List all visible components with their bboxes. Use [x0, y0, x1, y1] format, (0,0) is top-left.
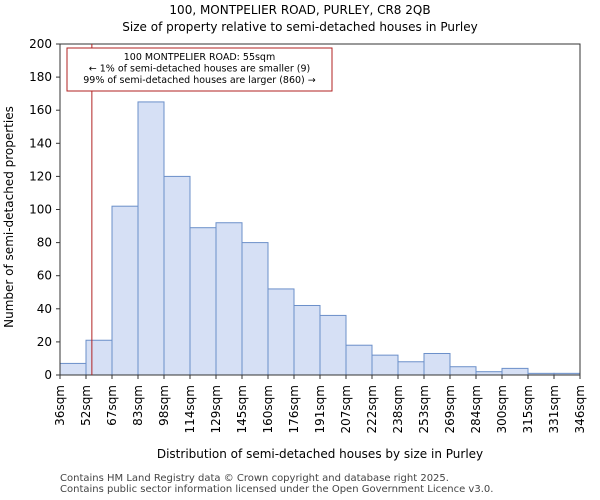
chart: 100, MONTPELIER ROAD, PURLEY, CR8 2QB Si… — [2, 3, 587, 461]
footer-licence: Contains public sector information licen… — [60, 484, 494, 495]
x-tick-label: 36sqm — [53, 385, 67, 426]
x-tick-label: 284sqm — [469, 385, 483, 433]
x-tick-label: 145sqm — [235, 385, 249, 433]
bar — [85, 339, 113, 376]
bar — [189, 227, 217, 376]
x-tick-label: 160sqm — [261, 385, 275, 433]
bar — [345, 344, 373, 376]
y-tick-label: 40 — [37, 302, 52, 316]
bar — [163, 175, 191, 376]
bar — [215, 222, 243, 376]
y-tick-label: 160 — [29, 103, 52, 117]
chart-subtitle: Size of property relative to semi-detach… — [122, 20, 477, 34]
x-tick-label: 114sqm — [183, 385, 197, 433]
bar — [111, 205, 139, 376]
y-tick-label: 0 — [44, 368, 52, 382]
bar — [449, 366, 477, 376]
annotation-line: ← 1% of semi-detached houses are smaller… — [89, 64, 310, 75]
plot-frame — [59, 43, 581, 376]
annotation-box — [66, 47, 333, 92]
x-tick-label: 300sqm — [495, 385, 509, 433]
x-tick-label: 269sqm — [443, 385, 457, 433]
x-tick-label: 315sqm — [521, 385, 535, 433]
bar — [397, 361, 425, 376]
bar — [501, 367, 529, 376]
annotation-line: 99% of semi-detached houses are larger (… — [83, 75, 316, 86]
y-axis-label: Number of semi-detached properties — [2, 106, 16, 328]
bar — [137, 101, 165, 376]
x-tick-label: 191sqm — [313, 385, 327, 433]
y-tick-label: 80 — [37, 236, 52, 250]
annotation-line: 100 MONTPELIER ROAD: 55sqm — [124, 52, 275, 63]
y-tick-label: 200 — [29, 37, 52, 51]
x-tick-label: 222sqm — [365, 385, 379, 433]
x-tick-label: 98sqm — [157, 385, 171, 426]
footer-copyright: Contains HM Land Registry data © Crown c… — [60, 473, 449, 484]
y-tick-label: 180 — [29, 70, 52, 84]
x-tick-label: 207sqm — [339, 385, 353, 433]
chart-title: 100, MONTPELIER ROAD, PURLEY, CR8 2QB — [169, 3, 430, 17]
x-tick-label: 52sqm — [79, 385, 93, 426]
bar — [59, 362, 87, 376]
x-axis-label: Distribution of semi-detached houses by … — [157, 447, 483, 461]
x-tick-label: 176sqm — [287, 385, 301, 433]
bar — [293, 304, 321, 376]
x-tick-label: 67sqm — [105, 385, 119, 426]
y-tick-label: 100 — [29, 203, 52, 217]
bar — [371, 354, 399, 376]
bar — [319, 314, 347, 376]
x-tick-label: 346sqm — [573, 385, 587, 433]
y-tick-label: 60 — [37, 269, 52, 283]
bar — [423, 352, 451, 376]
x-tick-label: 253sqm — [417, 385, 431, 433]
bar — [267, 288, 295, 376]
x-tick-label: 83sqm — [131, 385, 145, 426]
x-tick-label: 238sqm — [391, 385, 405, 433]
bar — [241, 242, 269, 376]
y-tick-label: 140 — [29, 136, 52, 150]
x-tick-label: 129sqm — [209, 385, 223, 433]
y-tick-label: 20 — [37, 335, 52, 349]
x-tick-label: 331sqm — [547, 385, 561, 433]
y-tick-label: 120 — [29, 169, 52, 183]
